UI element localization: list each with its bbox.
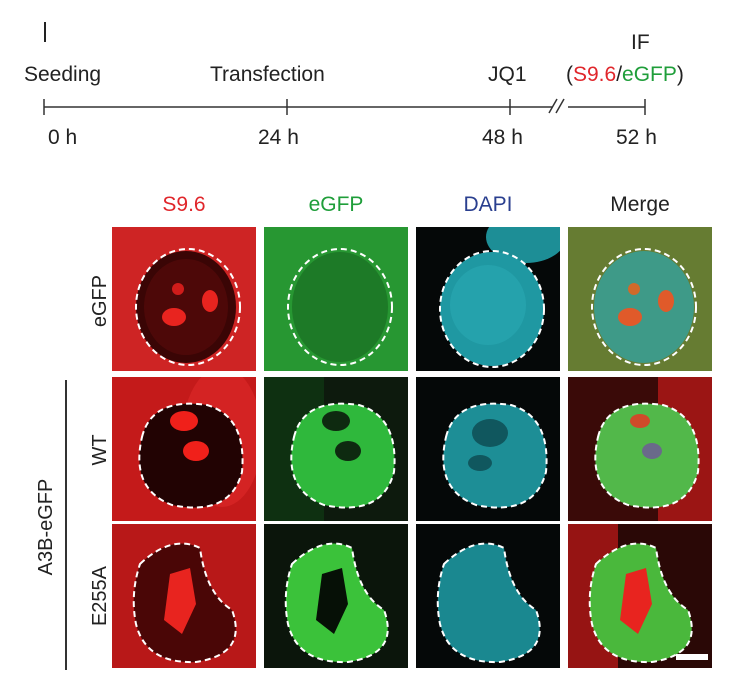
panel-egfp-dapi [416, 227, 560, 371]
column-header-s96: S9.6 [162, 193, 206, 216]
time-52h: 52 h [616, 126, 657, 149]
event-label-transfection: Transfection [210, 63, 325, 86]
if-detail-close: ) [676, 63, 684, 86]
timeline-axis [43, 98, 646, 115]
panel-egfp-merge [568, 227, 712, 371]
event-label-seeding: Seeding [24, 63, 102, 86]
if-detail-egfp: eGFP [622, 63, 677, 86]
time-24h: 24 h [258, 126, 299, 149]
if-detail: (S9.6/eGFP) [566, 63, 684, 87]
panel-e255a-egfp [264, 524, 408, 668]
event-label-jq1: JQ1 [488, 63, 527, 86]
time-48h: 48 h [482, 126, 523, 149]
scale-bar [676, 654, 708, 660]
panel-wt-merge [568, 377, 712, 521]
if-detail-slash: / [616, 63, 623, 86]
panel-e255a-s96 [112, 524, 256, 668]
panel-e255a-merge [568, 524, 712, 668]
row-label-egfp: eGFP [89, 274, 111, 328]
group-bracket [65, 380, 67, 670]
row-label-e255a: E255A [89, 565, 111, 627]
panel-wt-s96 [112, 377, 256, 521]
panel-e255a-dapi [416, 524, 560, 668]
panel-egfp-egfp [264, 227, 408, 371]
timeline-start-tick [44, 22, 46, 42]
if-detail-s96: S9.6 [573, 63, 617, 86]
row-label-wt: WT [89, 434, 111, 466]
panel-wt-egfp [264, 377, 408, 521]
column-header-dapi: DAPI [463, 193, 513, 216]
event-label-if: IF [631, 31, 650, 54]
time-0h: 0 h [48, 126, 78, 149]
panel-wt-dapi [416, 377, 560, 521]
panel-egfp-s96 [112, 227, 256, 371]
column-header-merge: Merge [610, 193, 670, 216]
group-label-a3b-egfp: A3B-eGFP [35, 478, 57, 576]
if-detail-open: ( [566, 63, 573, 86]
column-header-egfp: eGFP [308, 193, 364, 216]
